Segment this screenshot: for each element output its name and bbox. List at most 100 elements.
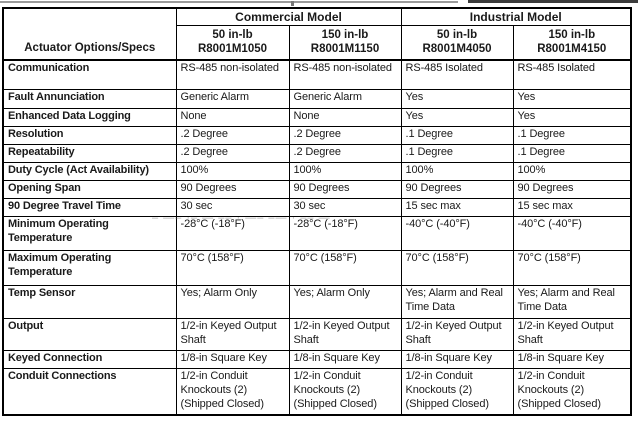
row-label: Minimum Operating Temperature — [2, 216, 177, 252]
group-header-row: Actuator Options/Specs Commercial Model … — [2, 7, 632, 61]
spec-cell: -40°C (-40°F) — [512, 216, 632, 252]
spec-cell: 1/2-in Conduit Knockouts (2) (Shipped Cl… — [400, 368, 514, 415]
spec-cell: RS-485 Isolated — [512, 59, 632, 91]
spec-cell: Yes; Alarm Only — [175, 285, 290, 320]
table-row: Enhanced Data Logging None None Yes Yes — [2, 108, 632, 128]
spec-cell: 1/2-in Conduit Knockouts (2) (Shipped Cl… — [512, 368, 632, 415]
spec-cell: 1/2-in Keyed Output Shaft — [400, 318, 514, 352]
spec-cell: Yes; Alarm and Real Time Data — [512, 285, 632, 320]
spec-cell: 90 Degrees — [512, 180, 632, 200]
spec-cell: 1/2-in Conduit Knockouts (2) (Shipped Cl… — [288, 368, 402, 415]
spec-cell: None — [175, 108, 290, 128]
spec-cell: -28°C (-18°F) — [175, 216, 290, 252]
table-row: Conduit Connections 1/2-in Conduit Knocko… — [2, 368, 632, 415]
spec-cell: 90 Degrees — [288, 180, 402, 200]
spec-cell: .2 Degree — [288, 126, 402, 146]
spec-cell: .1 Degree — [400, 126, 514, 146]
spec-cell: Generic Alarm — [288, 89, 402, 110]
row-label: Communication — [2, 59, 177, 91]
column-header-r8001m1050: 50 in-lb R8001M1050 — [175, 24, 290, 61]
table-row: Output 1/2-in Keyed Output Shaft 1/2-in Ke… — [2, 318, 632, 352]
spec-cell: None — [288, 108, 402, 128]
spec-cell: 70°C (158°F) — [288, 250, 402, 287]
cropped-text-artifact — [0, 1, 458, 3]
model-header-row: 50 in-lb R8001M1050 150 in-lb R8001M1150… — [3, 24, 632, 61]
row-label: Conduit Connections — [2, 368, 177, 415]
row-label: Enhanced Data Logging — [2, 108, 177, 128]
row-label: Resolution — [2, 126, 177, 146]
row-label: Opening Span — [2, 180, 177, 200]
spec-cell: 1/8-in Square Key — [175, 350, 290, 370]
group-header-industrial: Industrial Model — [400, 7, 632, 26]
table-row: Keyed Connection 1/8-in Square Key 1/8-in … — [2, 350, 632, 370]
column-header-r8001m1150: 150 in-lb R8001M1150 — [288, 24, 402, 61]
row-label: 90 Degree Travel Time — [2, 198, 177, 218]
column-header-r8001m4050: 50 in-lb R8001M4050 — [400, 24, 514, 61]
table-row: Communication RS-485 non-isolated RS-485 n… — [2, 59, 632, 91]
spec-cell: Yes — [400, 108, 514, 128]
cropped-text-artifact — [291, 1, 294, 6]
spec-cell: .1 Degree — [512, 144, 632, 164]
spec-cell: 15 sec max — [512, 198, 632, 218]
column-header-r8001m4150: 150 in-lb R8001M4150 — [512, 24, 632, 61]
table-row: Temp Sensor Yes; Alarm Only Yes; Alarm Onl… — [2, 285, 632, 320]
row-label: Repeatability — [2, 144, 177, 164]
spec-cell: 1/8-in Square Key — [400, 350, 514, 370]
spec-cell: 70°C (158°F) — [512, 250, 632, 287]
spec-table-body: Communication RS-485 non-isolated RS-485 n… — [2, 59, 632, 415]
spec-cell: 1/2-in Conduit Knockouts (2) (Shipped Cl… — [175, 368, 290, 415]
spec-cell: 90 Degrees — [400, 180, 514, 200]
spec-cell: Yes — [400, 89, 514, 110]
row-label: Duty Cycle (Act Availability) — [2, 162, 177, 182]
spec-cell: 1/2-in Keyed Output Shaft — [512, 318, 632, 352]
spec-cell: 100% — [400, 162, 514, 182]
corner-header: Actuator Options/Specs — [2, 7, 177, 61]
cropped-text-artifact — [468, 0, 638, 3]
actuator-spec-table: Actuator Options/Specs Commercial Model … — [2, 7, 633, 416]
spec-cell: Yes — [512, 89, 632, 110]
spec-cell: 15 sec max — [400, 198, 514, 218]
table-row: Duty Cycle (Act Availability) 100% 100% 100… — [2, 162, 632, 182]
spec-cell: .2 Degree — [175, 144, 290, 164]
row-label: Keyed Connection — [2, 350, 177, 370]
table-row: Maximum Operating Temperature 70°C (158°F… — [2, 250, 632, 287]
table-row: Minimum Operating Temperature -28°C (-18°… — [2, 216, 632, 252]
spec-cell: RS-485 Isolated — [400, 59, 514, 91]
spec-cell: 30 sec — [175, 198, 290, 218]
spec-cell: Yes — [512, 108, 632, 128]
spec-cell: 1/8-in Square Key — [288, 350, 402, 370]
column-model: R8001M4050 — [422, 43, 492, 56]
spec-cell: 1/2-in Keyed Output Shaft — [175, 318, 290, 352]
table-row: 90 Degree Travel Time 30 sec 30 sec 15 sec … — [2, 198, 632, 218]
table-row: Resolution .2 Degree .2 Degree .1 Degree .1 … — [2, 126, 632, 146]
column-torque: 50 in-lb — [436, 29, 478, 41]
row-label: Output — [2, 318, 177, 352]
spec-cell: 1/8-in Square Key — [512, 350, 632, 370]
column-torque: 150 in-lb — [321, 29, 369, 41]
spec-cell: 70°C (158°F) — [400, 250, 514, 287]
spec-cell: 100% — [175, 162, 290, 182]
spec-cell: .2 Degree — [175, 126, 290, 146]
spec-cell: 100% — [288, 162, 402, 182]
spec-cell: Yes; Alarm Only — [288, 285, 402, 320]
spec-cell: .1 Degree — [400, 144, 514, 164]
spec-cell: -28°C (-18°F) — [288, 216, 402, 252]
spec-cell: -40°C (-40°F) — [400, 216, 514, 252]
column-model: R8001M4150 — [537, 43, 607, 56]
spec-cell: 90 Degrees — [175, 180, 290, 200]
spec-cell: Yes; Alarm and Real Time Data — [400, 285, 514, 320]
group-header-commercial: Commercial Model — [175, 7, 402, 26]
spec-cell: 1/2-in Keyed Output Shaft — [288, 318, 402, 352]
spec-cell: RS-485 non-isolated — [175, 59, 290, 91]
row-label: Maximum Operating Temperature — [2, 250, 177, 287]
row-label: Fault Annunciation — [2, 89, 177, 110]
spec-cell: .1 Degree — [512, 126, 632, 146]
column-model: R8001M1150 — [310, 43, 380, 56]
row-label: Temp Sensor — [2, 285, 177, 320]
column-model: R8001M1050 — [197, 43, 268, 56]
column-torque: 50 in-lb — [212, 29, 253, 41]
table-row: Fault Annunciation Generic Alarm Generic A… — [2, 89, 632, 110]
spec-cell: Generic Alarm — [175, 89, 290, 110]
table-row: Opening Span 90 Degrees 90 Degrees 90 Degre… — [2, 180, 632, 200]
column-torque: 150 in-lb — [548, 29, 596, 41]
